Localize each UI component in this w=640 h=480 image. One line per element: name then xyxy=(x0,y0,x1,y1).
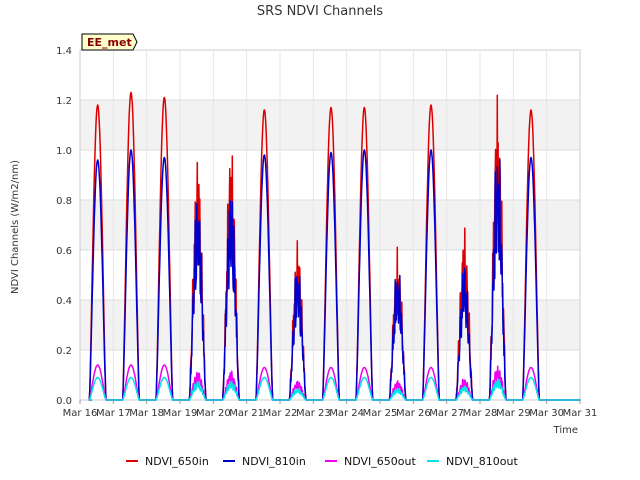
y-tick-label: 0.2 xyxy=(56,346,72,357)
legend-item: NDVI_810out xyxy=(427,455,518,468)
x-tick-label: Mar 31 xyxy=(563,408,598,419)
x-tick-label: Mar 21 xyxy=(229,408,264,419)
y-tick-label: 0.0 xyxy=(56,396,72,407)
legend-label: NDVI_650out xyxy=(344,455,416,468)
legend-label: NDVI_650in xyxy=(145,455,209,468)
legend-item: NDVI_810in xyxy=(223,455,306,468)
legend-label: NDVI_810out xyxy=(446,455,518,468)
site-badge-box xyxy=(81,33,138,51)
x-tick-label: Mar 23 xyxy=(296,408,331,419)
legend-item: NDVI_650out xyxy=(325,455,416,468)
x-tick-label: Mar 26 xyxy=(396,408,431,419)
legend-item: NDVI_650in xyxy=(126,455,209,468)
x-tick-label: Mar 30 xyxy=(529,408,564,419)
series-line-ndvi-810in xyxy=(88,149,581,401)
grid-band xyxy=(80,200,580,250)
x-tick-label: Mar 19 xyxy=(163,408,198,419)
x-tick-label: Mar 16 xyxy=(63,408,98,419)
x-tick-label: Mar 20 xyxy=(196,408,231,419)
y-axis-ticks: 0.0 0.2 0.4 0.6 0.8 1.0 1.2 1.4 xyxy=(56,46,72,407)
series-layer xyxy=(88,91,581,401)
series-line-ndvi-650in xyxy=(88,91,581,401)
x-tick-label: Mar 27 xyxy=(429,408,464,419)
series-line-ndvi-810out xyxy=(88,376,581,401)
x-tick-label: Mar 24 xyxy=(329,408,364,419)
x-tick-label: Mar 22 xyxy=(263,408,298,419)
y-tick-label: 0.6 xyxy=(56,246,72,257)
x-tick-label: Mar 17 xyxy=(96,408,131,419)
y-tick-label: 0.4 xyxy=(56,296,72,307)
x-tick-label: Mar 25 xyxy=(363,408,398,419)
legend-label: NDVI_810in xyxy=(242,455,306,468)
x-tick-label: Mar 28 xyxy=(463,408,498,419)
y-tick-label: 1.2 xyxy=(56,96,72,107)
site-badge: EE_met xyxy=(81,33,138,51)
y-axis-title: NDVI Channels (W/m2/nm) xyxy=(10,160,21,294)
chart-title: SRS NDVI Channels xyxy=(257,4,383,19)
series-line-ndvi-650out xyxy=(88,364,581,401)
y-tick-label: 1.4 xyxy=(56,46,72,57)
x-tick-label: Mar 29 xyxy=(496,408,531,419)
site-badge-label: EE_met xyxy=(87,36,132,49)
grid-band xyxy=(80,300,580,350)
legend: NDVI_650in NDVI_810in NDVI_650out NDVI_810o… xyxy=(126,455,518,468)
x-axis-title: Time xyxy=(553,425,578,436)
x-tick-label: Mar 18 xyxy=(129,408,164,419)
y-tick-label: 1.0 xyxy=(56,146,72,157)
y-tick-label: 0.8 xyxy=(56,196,72,207)
